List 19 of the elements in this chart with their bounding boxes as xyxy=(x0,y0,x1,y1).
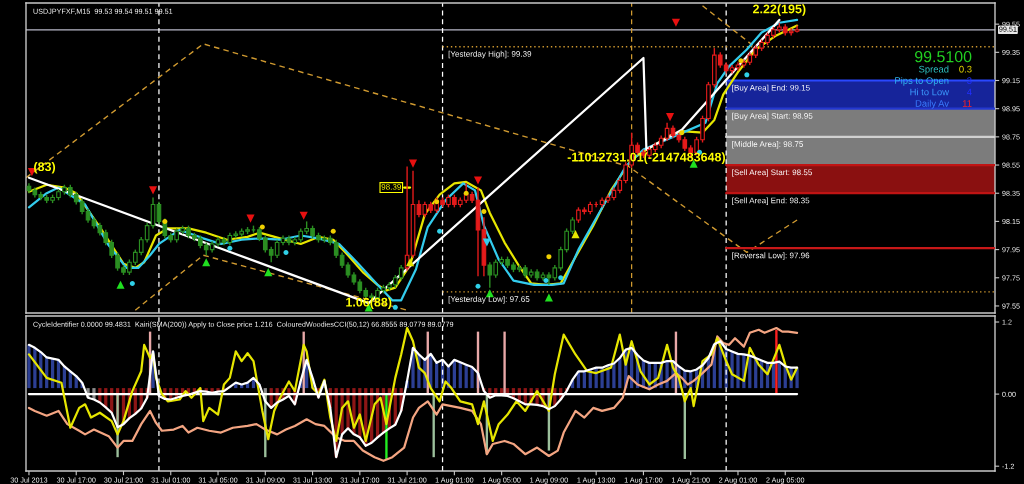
series-label: [Sell Area] Start: 98.55 xyxy=(732,169,812,177)
annotation: Spread xyxy=(918,65,949,75)
annotation: (83) xyxy=(34,161,56,174)
annotation: 99.5100 xyxy=(915,50,972,63)
annotation: Daily Av xyxy=(915,99,949,109)
series-label: [Yesterday Low]: 97.65 xyxy=(448,296,530,304)
series-label: [Buy Area] Start: 98.95 xyxy=(732,112,813,121)
annotation: 4 xyxy=(966,88,972,96)
annotation: 0.3 xyxy=(959,65,972,73)
annotation: 98.39 xyxy=(381,184,401,190)
annotation: Hi to Low xyxy=(910,88,950,96)
annotation: 11 xyxy=(962,100,972,107)
annotation: 3 xyxy=(967,77,972,84)
series-label: [Sell Area] End: 98.35 xyxy=(732,197,810,205)
series-label: [Reversal Low]: 97.96 xyxy=(732,252,810,260)
series-label: [Middle Area]: 98.75 xyxy=(732,141,804,149)
series-label: [Yesterday High]: 99.39 xyxy=(448,50,532,59)
series-label: [Buy Area] End: 99.15 xyxy=(732,84,810,93)
annotation: 2.22(195) xyxy=(753,4,806,16)
